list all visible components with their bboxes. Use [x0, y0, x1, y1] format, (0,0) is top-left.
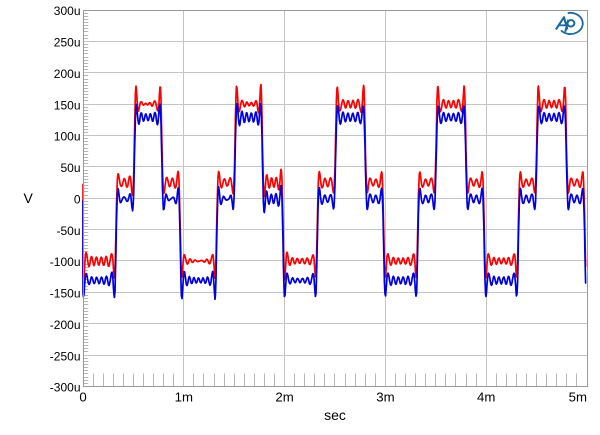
svg-text:2m: 2m	[275, 390, 293, 405]
svg-text:0: 0	[74, 192, 81, 206]
svg-text:1m: 1m	[175, 390, 193, 405]
svg-text:-100u: -100u	[50, 255, 81, 269]
svg-text:-300u: -300u	[50, 381, 81, 395]
svg-text:4m: 4m	[477, 390, 495, 405]
svg-text:50u: 50u	[60, 161, 80, 175]
svg-text:200u: 200u	[54, 67, 81, 81]
svg-text:150u: 150u	[54, 98, 81, 112]
svg-text:100u: 100u	[54, 130, 81, 144]
svg-text:-50u: -50u	[56, 224, 80, 238]
svg-text:sec: sec	[324, 407, 346, 423]
svg-text:-150u: -150u	[50, 287, 81, 301]
svg-text:0: 0	[79, 390, 86, 405]
svg-text:-250u: -250u	[50, 349, 81, 363]
svg-text:250u: 250u	[54, 36, 81, 50]
svg-text:3m: 3m	[376, 390, 394, 405]
svg-text:-200u: -200u	[50, 318, 81, 332]
svg-text:300u: 300u	[54, 4, 81, 18]
svg-text:5m: 5m	[569, 390, 587, 405]
svg-text:V: V	[24, 190, 34, 206]
